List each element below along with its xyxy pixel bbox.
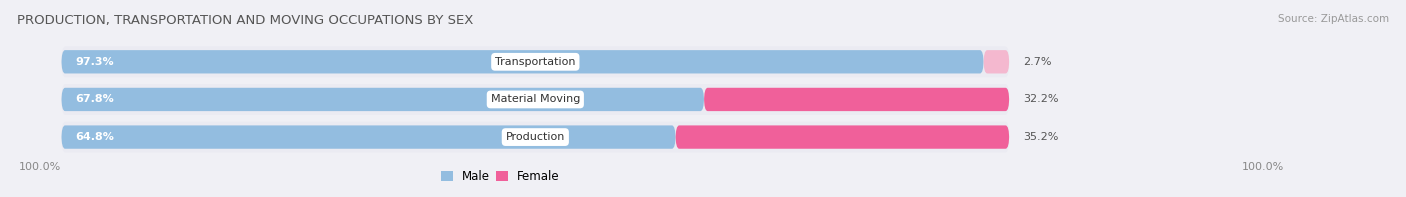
FancyBboxPatch shape — [984, 50, 1010, 73]
Legend: Male, Female: Male, Female — [440, 170, 560, 183]
Text: 64.8%: 64.8% — [76, 132, 114, 142]
Text: PRODUCTION, TRANSPORTATION AND MOVING OCCUPATIONS BY SEX: PRODUCTION, TRANSPORTATION AND MOVING OC… — [17, 14, 474, 27]
Text: 2.7%: 2.7% — [1024, 57, 1052, 67]
FancyBboxPatch shape — [676, 125, 1010, 149]
FancyBboxPatch shape — [62, 46, 1010, 77]
Text: 100.0%: 100.0% — [18, 162, 60, 172]
FancyBboxPatch shape — [62, 50, 984, 73]
FancyBboxPatch shape — [62, 84, 1010, 115]
FancyBboxPatch shape — [704, 88, 1010, 111]
FancyBboxPatch shape — [62, 125, 676, 149]
Text: Production: Production — [506, 132, 565, 142]
Text: 97.3%: 97.3% — [76, 57, 114, 67]
FancyBboxPatch shape — [62, 122, 1010, 152]
Text: Material Moving: Material Moving — [491, 94, 581, 104]
FancyBboxPatch shape — [62, 88, 704, 111]
Text: Transportation: Transportation — [495, 57, 575, 67]
Text: 100.0%: 100.0% — [1241, 162, 1284, 172]
Text: 67.8%: 67.8% — [76, 94, 114, 104]
Text: Source: ZipAtlas.com: Source: ZipAtlas.com — [1278, 14, 1389, 24]
Text: 35.2%: 35.2% — [1024, 132, 1059, 142]
Text: 32.2%: 32.2% — [1024, 94, 1059, 104]
